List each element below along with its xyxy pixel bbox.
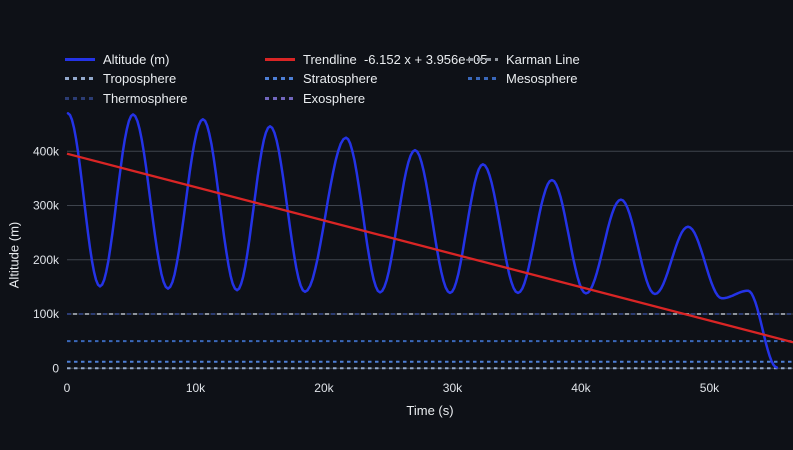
legend-item-exosphere[interactable]: Exosphere bbox=[265, 90, 468, 106]
x-tick-label-0: 0 bbox=[64, 381, 71, 395]
x-tick-label-30k: 30k bbox=[443, 381, 463, 395]
legend-swatch-troposphere bbox=[65, 77, 95, 80]
y-tick-label-0: 0 bbox=[52, 361, 59, 375]
legend-item-mesosphere[interactable]: Mesosphere bbox=[468, 71, 738, 86]
legend-label-altitude-m: Altitude (m) bbox=[103, 51, 170, 67]
x-tick-label-50k: 50k bbox=[700, 381, 720, 395]
legend-swatch-altitude-m bbox=[65, 57, 95, 61]
legend-swatch-exosphere bbox=[265, 96, 295, 100]
legend-item-trendline-6-152-x-3-956e-05[interactable]: Trendline -6.152 x + 3.956e+05 bbox=[265, 52, 488, 67]
altitude-series-line bbox=[66, 112, 779, 369]
legend-item-karman-line[interactable]: Karman Line bbox=[468, 51, 738, 67]
x-tick-label-40k: 40k bbox=[571, 381, 591, 395]
legend-swatch-trendline-6-152-x-3-956e-05 bbox=[265, 57, 295, 61]
legend-label-troposphere: Troposphere bbox=[103, 71, 177, 86]
y-tick-label-400k: 400k bbox=[33, 144, 60, 158]
legend-swatch-stratosphere bbox=[265, 77, 295, 80]
legend-item-altitude-m[interactable]: Altitude (m) bbox=[65, 51, 265, 67]
legend-label-thermosphere: Thermosphere bbox=[103, 90, 188, 106]
legend-swatch-karman-line bbox=[468, 57, 498, 61]
legend-label-stratosphere: Stratosphere bbox=[303, 71, 378, 86]
x-axis-title: Time (s) bbox=[406, 403, 454, 418]
legend-label-mesosphere: Mesosphere bbox=[506, 71, 578, 86]
legend-label-trendline-6-152-x-3-956e-05: Trendline -6.152 x + 3.956e+05 bbox=[303, 51, 488, 67]
y-tick-label-200k: 200k bbox=[33, 253, 60, 267]
legend-swatch-mesosphere bbox=[468, 77, 498, 80]
legend-label-exosphere: Exosphere bbox=[303, 90, 366, 106]
y-tick-label-100k: 100k bbox=[33, 307, 60, 321]
trendline bbox=[66, 152, 793, 344]
legend-item-thermosphere[interactable]: Thermosphere bbox=[65, 90, 265, 106]
y-axis-title: Altitude (m) bbox=[6, 221, 22, 289]
x-tick-label-10k: 10k bbox=[186, 381, 206, 395]
legend: Altitude (m) Trendline -6.152 x + 3.956e+… bbox=[65, 51, 738, 106]
legend-item-stratosphere[interactable]: Stratosphere bbox=[265, 71, 468, 86]
y-tick-label-300k: 300k bbox=[33, 199, 60, 213]
legend-label-karman-line: Karman Line bbox=[506, 51, 580, 67]
x-tick-label-20k: 20k bbox=[314, 381, 334, 395]
legend-item-troposphere[interactable]: Troposphere bbox=[65, 71, 265, 86]
legend-swatch-thermosphere bbox=[65, 96, 95, 100]
